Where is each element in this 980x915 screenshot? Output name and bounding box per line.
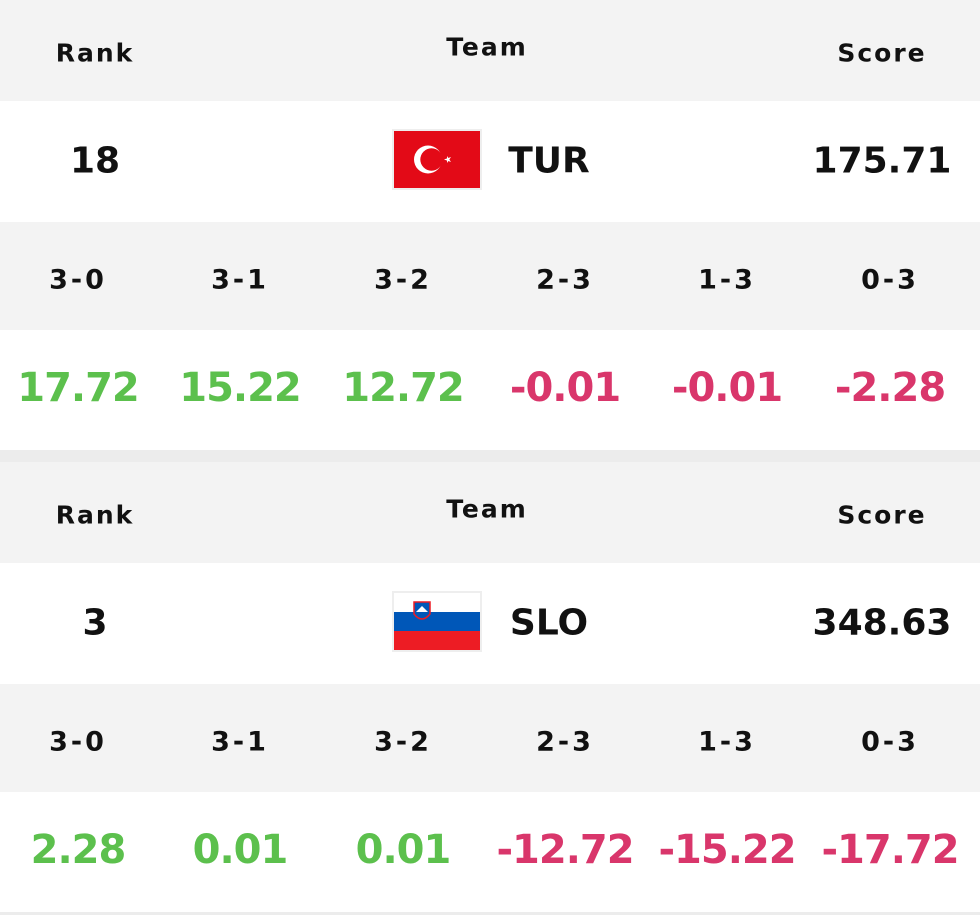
team-row: 3 SLO 348.63 [0, 563, 980, 684]
result-label: 2-3 [536, 264, 594, 296]
rank-header: Rank [55, 500, 135, 530]
result-label: 0-3 [861, 264, 919, 296]
flag [392, 129, 482, 190]
result-header-row: 3-0 3-1 3-2 2-3 1-3 0-3 [0, 222, 980, 330]
result-value: 17.72 [17, 365, 140, 411]
result-label: 0-3 [861, 726, 919, 758]
result-value-row: 2.28 0.01 0.01 -12.72 -15.22 -17.72 [0, 792, 980, 912]
rank: 18 [69, 140, 121, 182]
result-value: 2.28 [30, 827, 127, 873]
result-label: 3-0 [49, 264, 107, 296]
result-label: 3-1 [211, 264, 269, 296]
header-row: Rank Team Score [0, 462, 980, 563]
team-code: SLO [509, 602, 589, 644]
result-value: -17.72 [821, 827, 959, 873]
result-value: -2.28 [834, 365, 946, 411]
score: 175.71 [812, 140, 952, 182]
score-header: Score [837, 38, 927, 68]
result-label: 1-3 [698, 726, 756, 758]
rank: 3 [82, 602, 108, 644]
result-label: 1-3 [698, 264, 756, 296]
result-value: -15.22 [658, 827, 796, 873]
result-value: -0.01 [509, 365, 621, 411]
result-value: 15.22 [179, 365, 302, 411]
result-value: -12.72 [496, 827, 634, 873]
team-header: Team [446, 32, 528, 62]
header-row: Rank Team Score [0, 0, 980, 101]
result-label: 3-1 [211, 726, 269, 758]
result-label: 3-2 [374, 726, 432, 758]
flag [392, 591, 482, 652]
result-header-row: 3-0 3-1 3-2 2-3 1-3 0-3 [0, 684, 980, 792]
result-label: 3-2 [374, 264, 432, 296]
result-value: 0.01 [192, 827, 289, 873]
rank-header: Rank [55, 38, 135, 68]
result-label: 3-0 [49, 726, 107, 758]
result-value: -0.01 [671, 365, 783, 411]
result-value-row: 17.72 15.22 12.72 -0.01 -0.01 -2.28 [0, 330, 980, 450]
result-label: 2-3 [536, 726, 594, 758]
score: 348.63 [812, 602, 952, 644]
score-header: Score [837, 500, 927, 530]
team-row: 18 TUR 175.71 [0, 101, 980, 222]
team-code: TUR [508, 140, 590, 182]
result-value: 12.72 [342, 365, 465, 411]
team-header: Team [446, 494, 528, 524]
result-value: 0.01 [355, 827, 452, 873]
